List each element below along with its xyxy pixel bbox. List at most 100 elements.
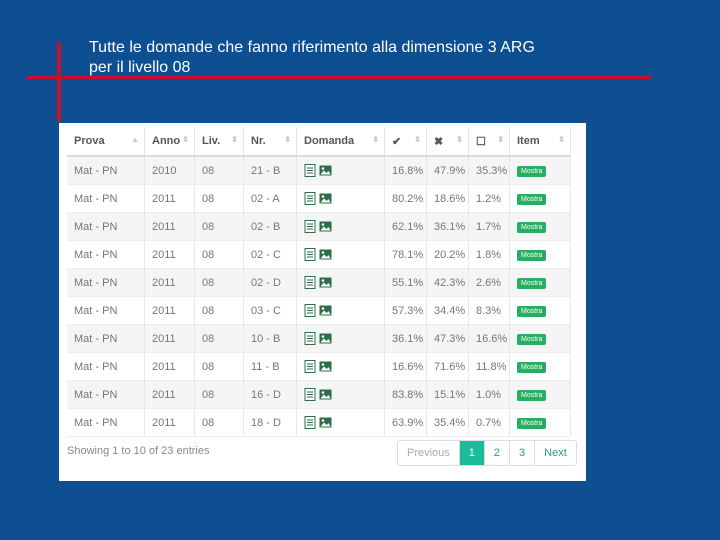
document-icon[interactable] xyxy=(304,304,317,317)
red-vertical-line xyxy=(57,42,61,122)
cell-wrong: 35.4% xyxy=(426,408,469,437)
header-nr[interactable]: Nr. ⬍ xyxy=(243,127,297,157)
mostra-button[interactable]: Mostra xyxy=(517,334,547,345)
mostra-button[interactable]: Mostra xyxy=(517,390,547,401)
header-anno[interactable]: Anno ⬍ xyxy=(144,127,195,157)
domanda-icons xyxy=(304,304,332,317)
sort-icon: ⬍ xyxy=(182,135,189,144)
sort-icon: ⬍ xyxy=(414,135,421,144)
domanda-icons xyxy=(304,220,332,233)
document-icon[interactable] xyxy=(304,388,317,401)
cell-wrong: 36.1% xyxy=(426,212,469,241)
header-liv[interactable]: Liv. ⬍ xyxy=(194,127,244,157)
cell-wrong: 20.2% xyxy=(426,240,469,269)
cell-wrong: 47.9% xyxy=(426,156,469,185)
image-icon[interactable] xyxy=(319,388,332,401)
pagination-previous[interactable]: Previous xyxy=(398,441,460,465)
header-prova[interactable]: Prova ▲ xyxy=(67,127,145,157)
document-icon[interactable] xyxy=(304,192,317,205)
cell-domanda xyxy=(296,380,385,409)
document-icon[interactable] xyxy=(304,248,317,261)
header-item-label: Item xyxy=(517,135,540,147)
header-prova-label: Prova xyxy=(74,135,105,147)
domanda-icons xyxy=(304,192,332,205)
cell-nr: 02 - D xyxy=(243,268,297,297)
cell-prova: Mat - PN xyxy=(67,268,145,297)
cell-liv: 08 xyxy=(194,156,244,185)
empty-box-icon: ☐ xyxy=(476,135,486,148)
header-blank[interactable]: ☐ ⬍ xyxy=(468,127,510,157)
mostra-button[interactable]: Mostra xyxy=(517,418,547,429)
mostra-button[interactable]: Mostra xyxy=(517,250,547,261)
image-icon[interactable] xyxy=(319,220,332,233)
sort-icon: ⬍ xyxy=(456,135,463,144)
cell-correct: 78.1% xyxy=(384,240,427,269)
cell-domanda xyxy=(296,156,385,185)
cell-wrong: 15.1% xyxy=(426,380,469,409)
domanda-icons xyxy=(304,332,332,345)
cell-correct: 57.3% xyxy=(384,296,427,325)
table-body: Mat - PN 2010 08 21 - B 16.8% 47.9% 35.3% Mostr… xyxy=(67,156,571,437)
pagination-page-1[interactable]: 1 xyxy=(459,441,485,465)
image-icon[interactable] xyxy=(319,192,332,205)
cell-prova: Mat - PN xyxy=(67,156,145,185)
cell-liv: 08 xyxy=(194,380,244,409)
pagination-page-2[interactable]: 2 xyxy=(484,441,511,465)
image-icon[interactable] xyxy=(319,332,332,345)
image-icon[interactable] xyxy=(319,164,332,177)
pagination-next[interactable]: Next xyxy=(535,441,576,465)
header-domanda-label: Domanda xyxy=(304,135,355,147)
cell-blank: 16.6% xyxy=(468,324,510,353)
document-icon[interactable] xyxy=(304,276,317,289)
header-domanda[interactable]: Domanda ⬍ xyxy=(296,127,385,157)
mostra-button[interactable]: Mostra xyxy=(517,306,547,317)
mostra-button[interactable]: Mostra xyxy=(517,222,547,233)
cell-item: Mostra xyxy=(509,352,571,381)
header-wrong[interactable]: ✖ ⬍ xyxy=(426,127,469,157)
cell-blank: 1.7% xyxy=(468,212,510,241)
cell-wrong: 34.4% xyxy=(426,296,469,325)
header-item[interactable]: Item ⬍ xyxy=(509,127,571,157)
cell-domanda xyxy=(296,296,385,325)
image-icon[interactable] xyxy=(319,248,332,261)
slide-title-line2: per il livello 08 xyxy=(89,59,191,76)
cell-anno: 2011 xyxy=(144,240,195,269)
header-nr-label: Nr. xyxy=(251,135,266,147)
cell-wrong: 18.6% xyxy=(426,184,469,213)
mostra-button[interactable]: Mostra xyxy=(517,278,547,289)
cell-item: Mostra xyxy=(509,296,571,325)
cell-item: Mostra xyxy=(509,240,571,269)
document-icon[interactable] xyxy=(304,164,317,177)
image-icon[interactable] xyxy=(319,276,332,289)
cell-blank: 1.0% xyxy=(468,380,510,409)
cell-domanda xyxy=(296,352,385,381)
table-row: Mat - PN 2011 08 03 - C 57.3% 34.4% 8.3% Mostra xyxy=(67,296,571,325)
cell-anno: 2010 xyxy=(144,156,195,185)
domanda-icons xyxy=(304,388,332,401)
domanda-icons xyxy=(304,416,332,429)
image-icon[interactable] xyxy=(319,304,332,317)
pagination-page-3[interactable]: 3 xyxy=(510,441,536,465)
cell-prova: Mat - PN xyxy=(67,324,145,353)
table-row: Mat - PN 2010 08 21 - B 16.8% 47.9% 35.3% Mostr… xyxy=(67,156,571,185)
cell-domanda xyxy=(296,212,385,241)
mostra-button[interactable]: Mostra xyxy=(517,166,547,177)
header-correct[interactable]: ✔ ⬍ xyxy=(384,127,427,157)
image-icon[interactable] xyxy=(319,360,332,373)
cell-nr: 02 - C xyxy=(243,240,297,269)
mostra-button[interactable]: Mostra xyxy=(517,194,547,205)
image-icon[interactable] xyxy=(319,416,332,429)
document-icon[interactable] xyxy=(304,220,317,233)
header-anno-label: Anno xyxy=(152,135,181,147)
document-icon[interactable] xyxy=(304,360,317,373)
domanda-icons xyxy=(304,164,332,177)
table-row: Mat - PN 2011 08 11 - B 16.6% 71.6% 11.8% Mostr… xyxy=(67,352,571,381)
cell-correct: 63.9% xyxy=(384,408,427,437)
cell-blank: 1.8% xyxy=(468,240,510,269)
cell-prova: Mat - PN xyxy=(67,240,145,269)
document-icon[interactable] xyxy=(304,332,317,345)
document-icon[interactable] xyxy=(304,416,317,429)
cell-prova: Mat - PN xyxy=(67,380,145,409)
mostra-button[interactable]: Mostra xyxy=(517,362,547,373)
cell-blank: 11.8% xyxy=(468,352,510,381)
